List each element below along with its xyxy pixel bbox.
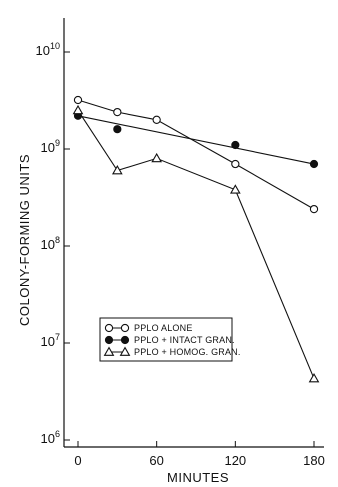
legend-label: PPLO + HOMOG. GRAN. [134, 347, 241, 357]
legend-marker [120, 323, 130, 333]
series-pplo-alone [73, 95, 319, 214]
x-tick-label: 120 [224, 453, 246, 468]
series-pplo-homog-gran [72, 104, 320, 383]
x-tick-label: 180 [303, 453, 325, 468]
y-tick-label: 1010 [36, 41, 60, 58]
data-point [113, 125, 122, 134]
y-tick-label: 106 [41, 429, 60, 446]
legend-label: PPLO + INTACT GRAN. [134, 335, 235, 345]
legend-marker [120, 335, 130, 345]
legend-frame [99, 317, 233, 362]
series-line [77, 115, 315, 165]
data-point [113, 107, 122, 117]
x-tick-label: 0 [74, 453, 81, 468]
ticks: 0 60 120 180 106 107 108 109 1010 [36, 41, 325, 468]
data-point [152, 115, 161, 124]
legend-marker [119, 346, 131, 356]
data-point [111, 165, 123, 175]
y-tick-label: 108 [41, 235, 60, 252]
series-pplo-intact-gran [73, 111, 319, 169]
data-point [309, 159, 319, 169]
data-point [308, 373, 320, 383]
data-point [73, 95, 83, 105]
data-point [231, 140, 240, 150]
x-axis-title: MINUTES [167, 470, 229, 485]
data-point [231, 159, 240, 169]
axes [63, 18, 324, 448]
data-point [151, 152, 163, 163]
series [72, 95, 320, 383]
x-tick-label: 60 [149, 453, 163, 468]
legend: PPLO ALONE PPLO + INTACT GRAN. PPLO + HOMO… [99, 317, 241, 362]
data-point [72, 104, 84, 115]
data-point [309, 204, 319, 214]
legend-marker [103, 346, 115, 356]
y-tick-label: 109 [41, 138, 60, 155]
legend-label: PPLO ALONE [134, 323, 193, 333]
y-axis-title: COLONY-FORMING UNITS [17, 154, 32, 326]
data-point [229, 184, 241, 194]
legend-marker [104, 323, 114, 333]
series-line [77, 99, 315, 210]
y-tick-label: 107 [41, 332, 60, 349]
legend-marker [104, 335, 114, 345]
